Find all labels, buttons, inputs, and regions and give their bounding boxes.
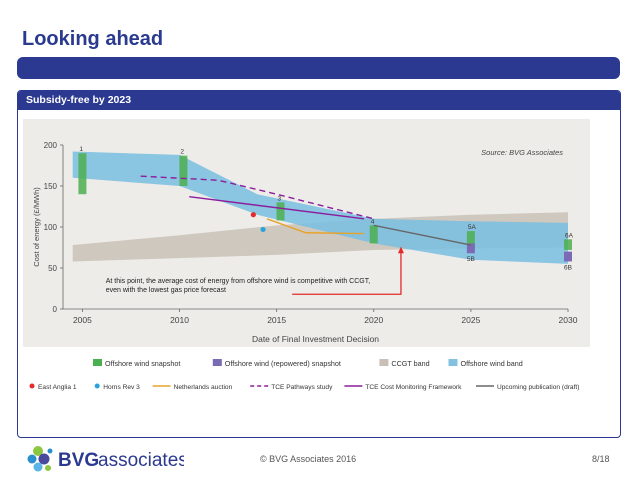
- annotation-line-2: even with the lowest gas price forecast: [106, 287, 226, 294]
- x-tick-label: 2015: [267, 315, 286, 325]
- bvg-logo: BVG associates: [24, 441, 188, 477]
- legend-swatch: [212, 359, 222, 366]
- offshore-snapshot-bar: [466, 231, 475, 246]
- header-bar: [17, 57, 620, 79]
- legend-swatch: [94, 383, 100, 389]
- chart-area: 0 50 100 150 200 Cost of energy (£/MWh) 2005 20…: [23, 119, 590, 396]
- logo-text-regular: associates: [98, 450, 184, 471]
- bvg-logo-icon: BVG associates: [27, 446, 188, 472]
- legend-label: East Anglia 1: [38, 384, 77, 391]
- x-tick-label: 2030: [559, 315, 578, 325]
- y-tick-label: 100: [44, 223, 58, 232]
- legend-label: Netherlands auction: [174, 384, 233, 391]
- offshore-snapshot-bar: [369, 225, 378, 244]
- cost-of-energy-chart: 0 50 100 150 200 Cost of energy (£/MWh) 2005 20…: [23, 119, 590, 396]
- legend-label: Offshore wind snapshot: [105, 359, 180, 368]
- offshore-snapshot-bar: [276, 202, 285, 221]
- y-tick-label: 150: [44, 182, 58, 191]
- offshore-snapshot-bar: [179, 155, 188, 186]
- x-tick-label: 2010: [170, 315, 189, 325]
- y-tick-label: 50: [48, 264, 57, 273]
- legend-label: Upcoming publication (draft): [497, 384, 579, 391]
- offshore-snapshot-bar: [564, 239, 572, 250]
- x-tick-label: 2025: [461, 315, 480, 325]
- legend-label: CCGT band: [391, 359, 429, 368]
- snapshot-label: 5A: [468, 224, 477, 231]
- series-line: [266, 218, 365, 235]
- copyright-text: © BVG Associates 2016: [260, 454, 357, 464]
- data-point: [260, 226, 266, 233]
- y-tick-label: 0: [53, 305, 58, 314]
- page-number: 8/18: [592, 454, 610, 464]
- y-axis-label: Cost of energy (£/MWh): [32, 187, 41, 267]
- slide-title: Looking ahead: [22, 28, 164, 50]
- legend-label: Horns Rev 3: [103, 384, 140, 391]
- logo-text-bold: BVG: [58, 450, 99, 471]
- x-tick-label: 2005: [73, 315, 92, 325]
- panel-title: Subsidy-free by 2023: [26, 94, 132, 106]
- chart-source: Source: BVG Associates: [481, 148, 563, 157]
- annotation-line-1: At this point, the average cost of energ…: [106, 278, 370, 285]
- legend-label: TCE Cost Monitoring Framework: [365, 384, 462, 391]
- data-point: [250, 212, 256, 218]
- snapshot-label: 6A: [565, 232, 574, 239]
- repowered-snapshot-bar: [466, 243, 475, 254]
- snapshot-label: 1: [79, 146, 83, 153]
- y-tick-label: 200: [44, 141, 58, 150]
- series-line: [189, 195, 365, 220]
- panel-header: Subsidy-free by 2023: [18, 91, 620, 110]
- repowered-snapshot-bar: [564, 251, 572, 262]
- annotation-arrow: [292, 249, 402, 295]
- snapshot-label: 4: [371, 218, 375, 225]
- legend-label: TCE Pathways study: [271, 384, 333, 391]
- legend-swatch: [448, 359, 458, 366]
- legend-background: [23, 347, 590, 396]
- annotation-arrow-head: [397, 246, 404, 254]
- series-line: [140, 175, 374, 220]
- snapshot-label: 3: [278, 195, 282, 202]
- legend-swatch: [29, 383, 35, 389]
- snapshot-label: 5B: [467, 256, 475, 263]
- series-line: [373, 224, 472, 246]
- legend-swatch: [379, 359, 389, 366]
- snapshot-label: 6B: [564, 264, 572, 271]
- offshore-snapshot-bar: [78, 153, 87, 195]
- snapshot-label: 2: [180, 149, 184, 156]
- legend-label: Offshore wind (repowered) snapshot: [225, 359, 341, 368]
- legend-label: Offshore wind band: [461, 359, 523, 368]
- x-tick-label: 2020: [364, 315, 383, 325]
- x-axis-label: Date of Final Investment Decision: [252, 334, 379, 344]
- legend-swatch: [93, 359, 102, 366]
